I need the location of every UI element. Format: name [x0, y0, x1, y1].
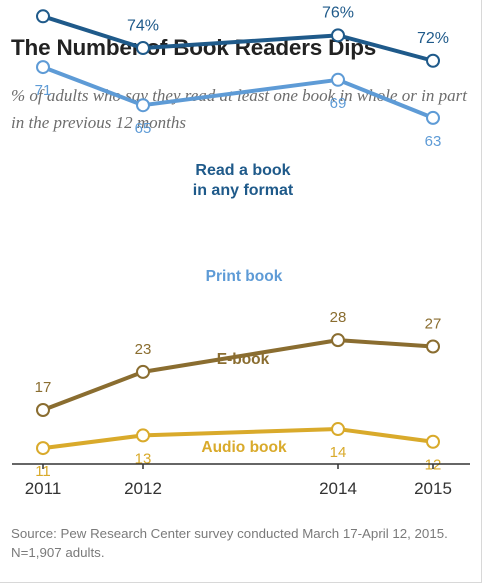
data-point — [426, 434, 440, 449]
data-label: 74% — [127, 17, 159, 34]
data-label: 28 — [330, 309, 347, 326]
data-point — [426, 110, 440, 125]
x-tick-label: 2011 — [25, 479, 62, 498]
series-line-1 — [41, 14, 435, 63]
data-label: 14 — [330, 444, 347, 461]
data-point — [426, 53, 440, 68]
series-name-label: Audio book — [201, 439, 287, 456]
line-chart: 79% 74% 76% 72% Read a book in any format 71 65… — [12, 0, 470, 498]
data-point — [331, 72, 345, 87]
data-label: 27 — [425, 315, 442, 332]
series-line-2 — [41, 65, 435, 120]
data-label: 71 — [35, 82, 52, 99]
data-point — [36, 441, 50, 456]
data-point — [36, 403, 50, 417]
data-label: 79% — [27, 0, 59, 3]
series-line-4 — [41, 427, 435, 451]
data-point — [136, 428, 150, 443]
data-point — [331, 333, 345, 348]
data-label: 63 — [425, 133, 442, 150]
data-point — [136, 364, 150, 379]
x-tick-label: 2014 — [319, 479, 357, 498]
data-label: 23 — [135, 341, 152, 358]
x-tick-label: 2015 — [414, 479, 452, 498]
data-point — [136, 41, 150, 56]
series-name-label: in any format — [193, 182, 294, 199]
data-point — [136, 98, 150, 113]
data-label: 11 — [35, 463, 51, 480]
data-point — [331, 28, 345, 43]
chart-title: The Number of Book Readers Dips — [11, 35, 377, 60]
data-point — [36, 60, 50, 75]
data-label: 76% — [322, 5, 354, 22]
data-label: 65 — [135, 120, 152, 137]
data-label: 17 — [35, 379, 52, 396]
series-name-label: Print book — [206, 268, 283, 285]
x-tick-label: 2012 — [124, 479, 162, 498]
series-name-label: E-book — [217, 351, 270, 368]
data-label: 69 — [330, 95, 347, 112]
data-label: 72% — [417, 30, 449, 47]
source-note: Source: Pew Research Center survey condu… — [11, 526, 448, 560]
data-point — [36, 9, 50, 24]
series-name-label: Read a book — [195, 162, 290, 179]
data-label: 13 — [135, 450, 152, 467]
data-point — [331, 422, 345, 437]
data-point — [426, 339, 440, 354]
series-line-3 — [41, 338, 435, 412]
